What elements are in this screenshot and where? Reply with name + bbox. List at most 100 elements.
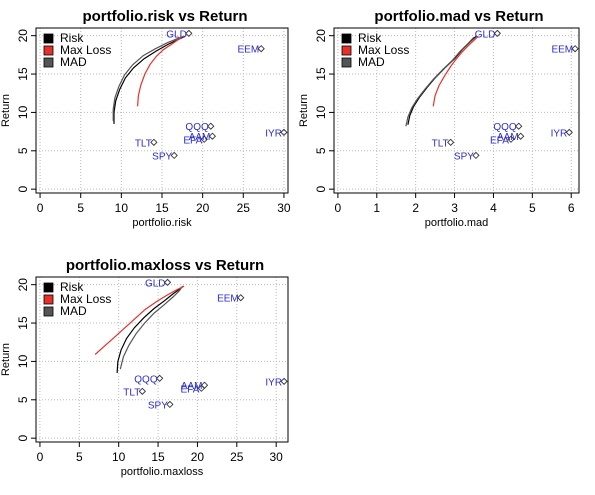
chart-title: portfolio.mad vs Return	[374, 8, 543, 25]
y-tick-label: 5	[16, 396, 30, 403]
legend-label-mad: MAD	[358, 55, 385, 69]
asset-label-spy: SPY	[148, 400, 168, 411]
asset-point-eem	[571, 45, 579, 53]
asset-point-efa	[200, 135, 208, 143]
legend-swatch-risk	[43, 33, 54, 44]
legend-swatch-max-loss	[341, 45, 352, 56]
asset-point-eem	[237, 294, 245, 302]
x-axis-label: portfolio.risk	[132, 217, 192, 229]
chart-title: portfolio.maxloss vs Return	[66, 257, 264, 274]
y-tick-label: 0	[16, 186, 30, 193]
asset-point-spy	[170, 151, 178, 160]
x-tick-label: 3	[451, 201, 458, 215]
asset-point-qqq	[515, 122, 523, 130]
asset-point-aam	[208, 132, 217, 140]
legend-swatch-risk	[43, 282, 54, 293]
asset-point-eem	[257, 45, 265, 53]
series-line-risk	[116, 285, 184, 373]
x-axis-label: portfolio.mad	[425, 217, 489, 229]
asset-label-eem: EEM	[217, 294, 239, 305]
asset-point-iyr	[280, 128, 288, 137]
y-tick-label: 5	[16, 147, 30, 154]
asset-label-eem: EEM	[551, 45, 573, 56]
chart-panel-1: portfolio.risk vs Return 0 5 10 15 20 25 30 0 5 10…	[0, 8, 291, 229]
y-tick-label: 15	[314, 67, 328, 81]
series-line-mad	[112, 35, 185, 121]
asset-point-aam	[200, 381, 209, 389]
asset-label-gld: GLD	[475, 29, 496, 40]
series-line-mad	[119, 285, 183, 370]
plot-frame	[333, 27, 580, 194]
x-tick-label: 10	[112, 450, 126, 464]
chart-title: portfolio.risk vs Return	[82, 8, 247, 25]
x-tick-label: 15	[155, 201, 169, 215]
asset-point-tlt	[138, 387, 146, 395]
legend-swatch-risk	[341, 33, 352, 44]
series-line-mad	[405, 36, 475, 127]
asset-label-iyr: IYR	[265, 128, 282, 139]
x-tick-label: 30	[270, 450, 284, 464]
asset-point-qqq	[207, 122, 215, 130]
x-tick-label: 2	[412, 201, 419, 215]
y-tick-label: 10	[16, 105, 30, 119]
asset-point-iyr	[280, 377, 288, 386]
legend-label-max-loss: Max Loss	[60, 292, 111, 306]
y-tick-label: 10	[16, 354, 30, 368]
asset-label-aam: AAM	[181, 381, 203, 392]
x-tick-label: 5	[76, 450, 83, 464]
x-tick-label: 4	[490, 201, 497, 215]
asset-point-qqq	[156, 374, 164, 382]
asset-label-spy: SPY	[454, 151, 474, 162]
asset-point-efa	[507, 135, 515, 143]
legend-label-mad: MAD	[60, 304, 87, 318]
x-tick-label: 5	[77, 201, 84, 215]
legend-swatch-mad	[43, 306, 54, 317]
x-tick-label: 30	[277, 201, 291, 215]
series-line-max-loss	[432, 35, 479, 107]
asset-point-gld	[185, 29, 193, 38]
x-tick-label: 20	[196, 201, 210, 215]
y-tick-label: 20	[16, 29, 30, 43]
legend-label-risk: Risk	[358, 31, 382, 45]
asset-point-tlt	[447, 138, 455, 146]
asset-label-spy: SPY	[152, 151, 172, 162]
asset-label-tlt: TLT	[432, 138, 449, 149]
x-tick-label: 25	[230, 450, 244, 464]
x-tick-label: 10	[115, 201, 129, 215]
y-tick-label: 0	[16, 435, 30, 442]
asset-label-tlt: TLT	[123, 387, 140, 398]
y-tick-label: 0	[314, 186, 328, 193]
y-tick-label: 20	[16, 278, 30, 292]
asset-label-gld: GLD	[166, 29, 187, 40]
asset-label-qqq: QQQ	[493, 122, 517, 133]
asset-point-gld	[163, 278, 172, 287]
y-tick-label: 5	[314, 147, 328, 154]
x-tick-label: 0	[335, 201, 342, 215]
y-tick-label: 10	[314, 105, 328, 119]
asset-label-efa: EFA	[183, 135, 202, 146]
x-tick-label: 15	[151, 450, 165, 464]
asset-label-eem: EEM	[238, 45, 260, 56]
asset-label-tlt: TLT	[135, 138, 152, 149]
legend-label-risk: Risk	[60, 31, 84, 45]
chart-panel-3: portfolio.maxloss vs Return 0 5 10 15 20 25 30 0…	[0, 257, 289, 478]
x-axis-label: portfolio.maxloss	[121, 466, 204, 478]
asset-label-iyr: IYR	[265, 377, 282, 388]
legend-label-mad: MAD	[60, 55, 87, 69]
asset-point-aam	[517, 132, 525, 140]
legend-swatch-max-loss	[43, 294, 54, 305]
legend-label-risk: Risk	[60, 280, 84, 294]
plot-frame	[35, 276, 289, 443]
series-line-max-loss	[137, 35, 184, 107]
x-tick-label: 25	[237, 201, 251, 215]
asset-label-aam: AAM	[189, 132, 211, 143]
y-axis-label: Return	[0, 94, 12, 127]
legend-swatch-max-loss	[43, 45, 54, 56]
x-tick-label: 1	[373, 201, 380, 215]
asset-point-iyr	[565, 128, 573, 137]
series-line-risk	[113, 35, 186, 124]
